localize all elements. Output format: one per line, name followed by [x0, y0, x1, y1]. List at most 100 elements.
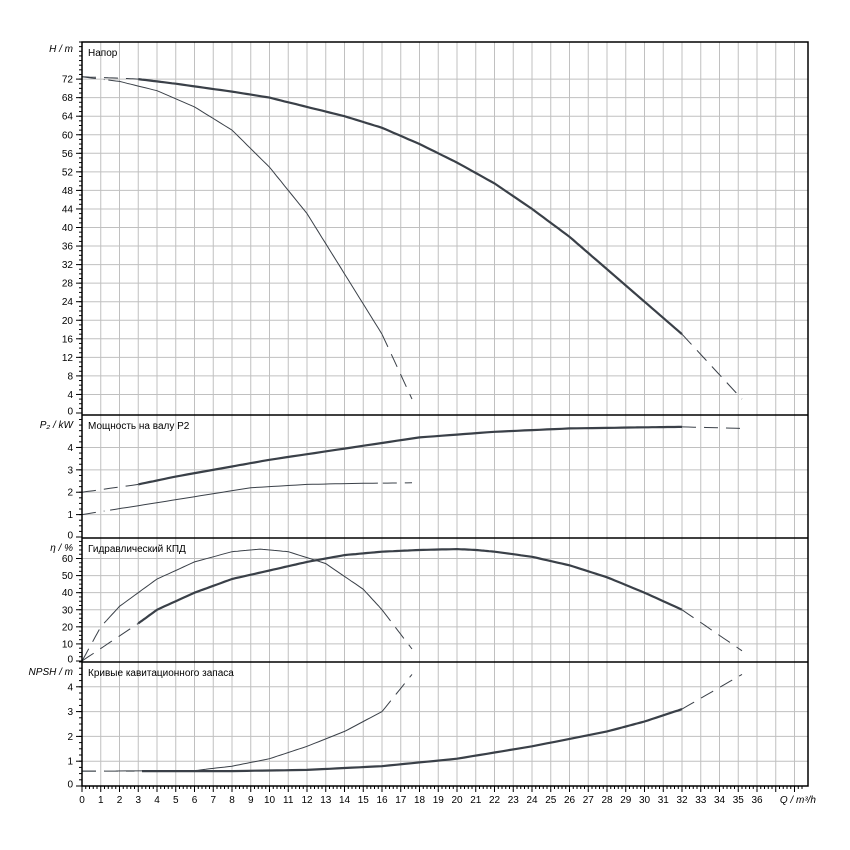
x-tick-label: 26 [564, 795, 576, 806]
x-tick-label: 21 [470, 795, 482, 806]
curve-secondary [106, 548, 383, 622]
curve-dashed-start [81, 76, 105, 81]
curve-dashed-end [681, 673, 743, 710]
x-tick-label: 14 [339, 795, 351, 806]
y-tick-label: 1 [67, 510, 73, 521]
y-tick-label: 36 [62, 242, 74, 253]
x-tick-label: 12 [301, 795, 313, 806]
plot-frame [81, 41, 809, 787]
curve-dashed-start [81, 622, 139, 662]
y-axis-label: P₂ / kW [40, 420, 75, 431]
curve-dashed-start [81, 483, 139, 493]
curve-dashed-end [381, 674, 413, 712]
curve-secondary [110, 482, 378, 511]
x-tick-label: 16 [376, 795, 388, 806]
y-tick-label: 4 [67, 443, 73, 454]
panel-title: Гидравлический КПД [88, 544, 186, 555]
panel-1: 0 1 2 3 4 P₂ / kW Мощность на валу P2 [40, 414, 808, 542]
x-tick-label: 9 [248, 795, 254, 806]
curve-dashed-end [681, 333, 743, 400]
x-tick-label: 23 [508, 795, 520, 806]
y-tick-label: 64 [62, 112, 74, 123]
x-tick-label: 22 [489, 795, 501, 806]
y-tick-label: 50 [62, 571, 74, 582]
x-tick-label: 2 [117, 795, 123, 806]
curve-dashed-end [681, 426, 743, 429]
panel-2: 0 10 20 30 40 50 60η / % Гидравлический КПД [50, 537, 808, 666]
x-tick-label: 24 [526, 795, 538, 806]
x-tick-label: 4 [154, 795, 160, 806]
y-tick-label: 24 [62, 297, 74, 308]
x-tick-label: 34 [714, 795, 726, 806]
x-tick-label: 31 [658, 795, 670, 806]
x-tick-label: 5 [173, 795, 179, 806]
y-tick-label: 3 [67, 465, 73, 476]
x-tick-label: 32 [676, 795, 688, 806]
y-tick-label: 40 [62, 223, 74, 234]
x-tick-label: 17 [395, 795, 407, 806]
y-tick-label: 20 [62, 622, 74, 633]
y-tick-label: 0 [67, 531, 73, 542]
x-tick-label: 20 [451, 795, 463, 806]
y-tick-label: 0 [67, 780, 73, 791]
x-tick-label: 7 [210, 795, 216, 806]
x-tick-label: 33 [695, 795, 707, 806]
x-tick-label: 19 [433, 795, 445, 806]
x-tick-label: 10 [264, 795, 276, 806]
y-tick-label: 68 [62, 93, 74, 104]
panel-title: Кривые кавитационного запаса [88, 668, 234, 679]
panel-title: Напор [88, 48, 118, 59]
y-tick-label: 44 [62, 204, 74, 215]
curve-secondary [108, 79, 383, 335]
curve-secondary [115, 711, 383, 772]
x-tick-label: 36 [751, 795, 763, 806]
y-tick-label: 40 [62, 588, 74, 599]
y-tick-label: 60 [62, 130, 74, 141]
x-tick-label: 35 [733, 795, 745, 806]
curve-dashed-start [81, 510, 105, 516]
x-tick-label: 25 [545, 795, 557, 806]
y-axis-label: NPSH / m [29, 667, 73, 678]
y-tick-label: 2 [67, 732, 73, 743]
x-tick-label: 18 [414, 795, 426, 806]
x-tick-label: 1 [98, 795, 104, 806]
x-tick-label: 29 [620, 795, 632, 806]
curve-main [138, 78, 683, 336]
curve-main [142, 708, 683, 773]
x-axis-label: Q / m³/h [780, 795, 817, 806]
x-tick-label: 13 [320, 795, 332, 806]
x-tick-label: 8 [229, 795, 235, 806]
y-tick-label: 12 [62, 353, 74, 364]
y-axis-label: H / m [49, 44, 73, 55]
y-tick-label: 0 [67, 407, 73, 418]
y-tick-label: 56 [62, 149, 74, 160]
y-tick-label: 4 [67, 682, 73, 693]
curve-dashed-end [381, 609, 413, 650]
curve-dashed-end [681, 609, 743, 652]
curve-main [137, 547, 683, 625]
x-tick-label: 11 [283, 795, 294, 806]
y-tick-label: 16 [62, 334, 74, 345]
x-tick-label: 6 [192, 795, 198, 806]
y-tick-label: 20 [62, 316, 74, 327]
curve-main [138, 425, 682, 486]
y-tick-label: 28 [62, 279, 74, 290]
y-tick-label: 4 [67, 390, 73, 401]
y-tick-label: 10 [62, 639, 74, 650]
y-tick-label: 3 [67, 707, 73, 718]
y-axis-label: η / % [50, 543, 73, 554]
y-tick-label: 72 [62, 75, 74, 86]
panel-title: Мощность на валу P2 [88, 421, 190, 432]
y-tick-label: 8 [67, 371, 73, 382]
y-tick-label: 30 [62, 605, 74, 616]
y-tick-label: 52 [62, 167, 74, 178]
curve-dashed-end [381, 333, 413, 400]
panel-3: 0 1 2 3 4 NPSH / m Кривые кавитационного запас… [29, 661, 808, 791]
x-tick-label: 3 [135, 795, 141, 806]
x-tick-label: 27 [583, 795, 595, 806]
y-tick-label: 1 [67, 757, 73, 768]
x-tick-label: 30 [639, 795, 651, 806]
y-tick-label: 48 [62, 186, 74, 197]
